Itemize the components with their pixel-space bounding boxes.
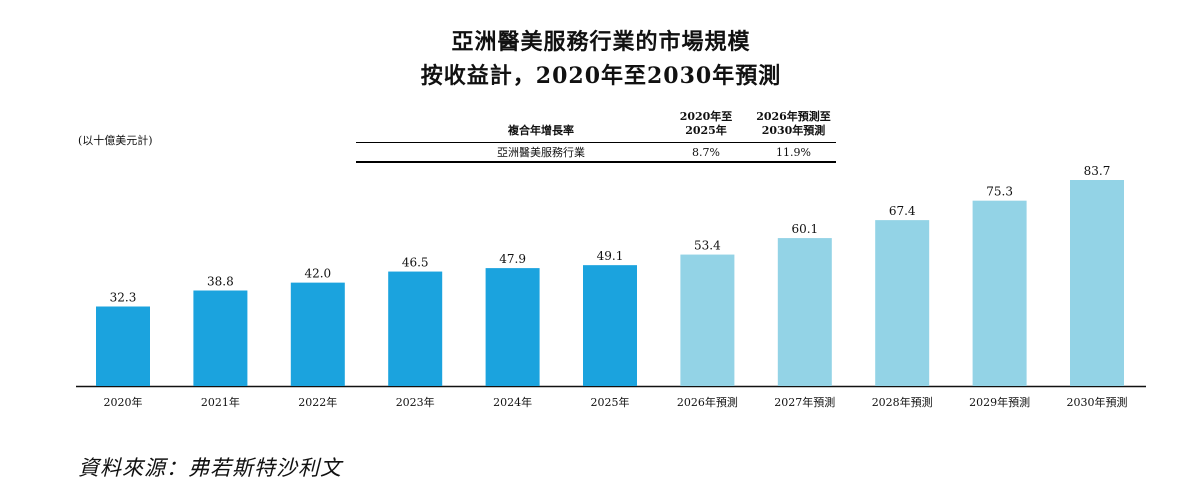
bar (1070, 180, 1124, 386)
cagr-header-rule (356, 142, 836, 143)
cagr-table: 複合年增長率 2020年至 2025年 2026年預測至 2030年預測 亞洲醫… (356, 110, 836, 164)
bar-value-label: 42.0 (304, 267, 331, 281)
chart-subtitle: 按收益計，2020年至2030年預測 (420, 63, 782, 89)
bar-value-label: 47.9 (499, 252, 526, 266)
bar-chart: 32.3 2020年 38.8 2021年 42.0 2022年 46.5 2023年 47.9… (76, 164, 1146, 409)
cagr-bottom-rule (356, 161, 836, 163)
bar-value-label: 49.1 (597, 249, 624, 263)
x-tick-label: 2027年預測 (774, 395, 835, 409)
x-tick-label: 2021年 (201, 395, 240, 409)
bar (290, 282, 345, 386)
bar-value-label: 67.4 (889, 204, 916, 218)
bar (193, 290, 248, 386)
bar (485, 268, 540, 386)
bar (583, 265, 637, 386)
x-tick-label: 2024年 (493, 395, 532, 409)
bar-value-label: 75.3 (986, 185, 1013, 199)
bar (680, 254, 735, 386)
bar-value-label: 53.4 (694, 239, 721, 253)
x-tick-label: 2028年預測 (872, 395, 933, 409)
cagr-row-label: 亞洲醫美服務行業 (497, 146, 585, 159)
unit-label: (以十億美元計) (78, 134, 153, 147)
cagr-header-label: 複合年增長率 (508, 124, 574, 137)
chart-title: 亞洲醫美服務行業的市場規模 (451, 29, 751, 55)
x-tick-label: 2025年 (591, 395, 630, 409)
cagr-col1-header-line2: 2025年 (685, 124, 727, 137)
bar (96, 306, 150, 386)
x-tick-label: 2026年預測 (677, 395, 738, 409)
bar (777, 238, 832, 386)
cagr-col2-header-line2: 2030年預測 (761, 124, 826, 137)
cagr-col2-header-line1: 2026年預測至 (756, 110, 831, 123)
source-note: 資料來源：弗若斯特沙利文 (78, 456, 342, 480)
cagr-row-col2: 11.9% (776, 146, 811, 159)
bar-value-label: 83.7 (1084, 164, 1111, 178)
cagr-col1-header: 2020年至 2025年 (666, 110, 746, 138)
bar-value-label: 32.3 (110, 291, 137, 305)
bar-value-label: 46.5 (402, 256, 429, 270)
bar (972, 200, 1027, 386)
x-tick-label: 2022年 (298, 395, 337, 409)
x-tick-label: 2020年 (104, 395, 143, 409)
bar-value-label: 60.1 (791, 222, 818, 236)
bar (388, 271, 443, 386)
cagr-col1-header-line1: 2020年至 (679, 110, 733, 123)
x-tick-label: 2029年預測 (969, 395, 1030, 409)
x-tick-label: 2023年 (396, 395, 435, 409)
bar (875, 220, 930, 386)
cagr-col2-header: 2026年預測至 2030年預測 (751, 110, 836, 138)
cagr-row-col1: 8.7% (692, 146, 720, 159)
x-tick-label: 2030年預測 (1067, 395, 1128, 409)
bar-value-label: 38.8 (207, 275, 234, 289)
